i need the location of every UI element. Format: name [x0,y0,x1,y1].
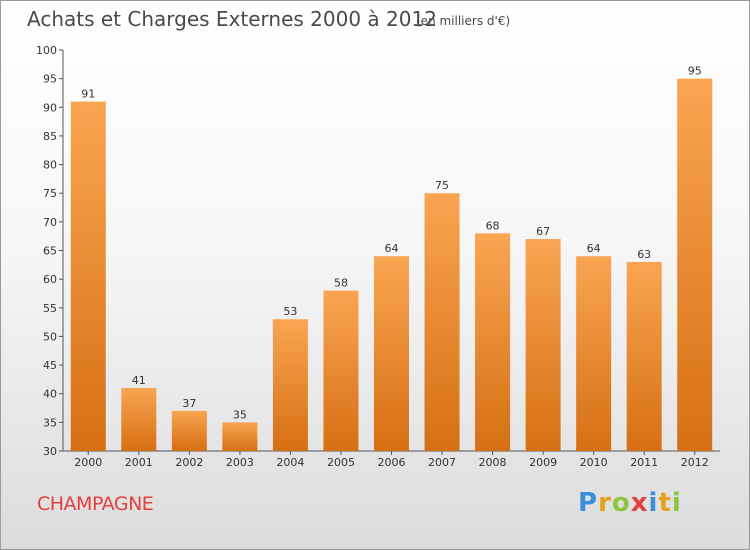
x-tick-label-2004: 2004 [276,456,304,469]
brand-logo-letter: i [648,488,659,518]
x-axis: 2000 2001 2002 2003 2004 2005 2006 2007 2008 2009… [63,450,720,469]
y-tick-label: 85 [43,130,57,143]
x-tick-label-2000: 2000 [74,456,102,469]
brand-logo: Proxiti [578,488,682,518]
bar-2004 [272,319,308,451]
y-tick-label: 90 [43,101,57,114]
data-label-2009: 67 [536,225,550,238]
data-label-2008: 68 [486,219,500,232]
bar-2005 [323,290,359,451]
y-tick-label: 30 [43,445,57,458]
y-tick-label: 65 [43,245,57,258]
x-tick-label-2007: 2007 [428,456,456,469]
y-tick-label: 35 [43,416,57,429]
data-label-2011: 63 [637,248,651,261]
y-tick-label: 60 [43,273,57,286]
y-tick-label: 95 [43,73,57,86]
place-name: CHAMPAGNE [37,493,154,515]
y-tick-label: 40 [43,388,57,401]
bar-2006 [374,256,409,451]
data-label-2002: 37 [182,397,196,410]
x-tick-label-2002: 2002 [175,456,203,469]
x-tick-label-2011: 2011 [630,456,658,469]
data-label-2001: 41 [132,374,146,387]
y-axis: 30 35 40 45 50 55 60 65 70 75 80 85 90 95 100 [36,44,64,458]
data-label-2007: 75 [435,179,449,192]
x-tick-label-2012: 2012 [681,456,709,469]
x-tick-label-2009: 2009 [529,456,557,469]
brand-logo-letter: P [578,488,599,518]
bar-2002 [171,410,207,451]
data-labels-group: 91 41 37 35 53 58 64 75 68 67 64 63 95 [81,65,701,422]
bar-2009 [525,239,561,451]
bar-2001 [121,387,157,451]
data-label-2012: 95 [688,65,702,78]
data-label-2010: 64 [587,242,601,255]
x-tick-label-2006: 2006 [378,456,406,469]
bar-2007 [424,193,460,451]
y-tick-label: 55 [43,302,57,315]
bar-2008 [475,233,511,451]
data-label-2006: 64 [385,242,399,255]
x-tick-label-2010: 2010 [580,456,608,469]
data-label-2004: 53 [283,305,297,318]
bar-2012 [677,78,713,452]
y-tick-label: 100 [36,44,57,57]
x-tick-label-2005: 2005 [327,456,355,469]
y-tick-label: 50 [43,330,57,343]
bar-2010 [576,256,612,451]
bar-2000 [70,101,106,452]
data-label-2003: 35 [233,408,247,421]
data-label-2005: 58 [334,277,348,290]
chart-subtitle: (en milliers d'€) [416,14,510,28]
y-tick-label: 45 [43,359,57,372]
chart-title: Achats et Charges Externes 2000 à 2012 [27,7,437,31]
bars-group [70,78,713,452]
brand-logo-letter: r [598,488,612,518]
brand-logo-letter: x [630,488,649,518]
data-label-2000: 91 [81,88,95,101]
brand-logo-letter: t [658,488,672,518]
bar-2003 [222,422,258,451]
bar-2011 [626,261,662,451]
y-tick-label: 70 [43,216,57,229]
x-tick-label-2008: 2008 [479,456,507,469]
x-tick-label-2003: 2003 [226,456,254,469]
x-tick-label-2001: 2001 [125,456,153,469]
brand-logo-letter: i [671,488,682,518]
y-tick-label: 80 [43,159,57,172]
brand-logo-letter: o [611,488,631,518]
y-tick-label: 75 [43,187,57,200]
